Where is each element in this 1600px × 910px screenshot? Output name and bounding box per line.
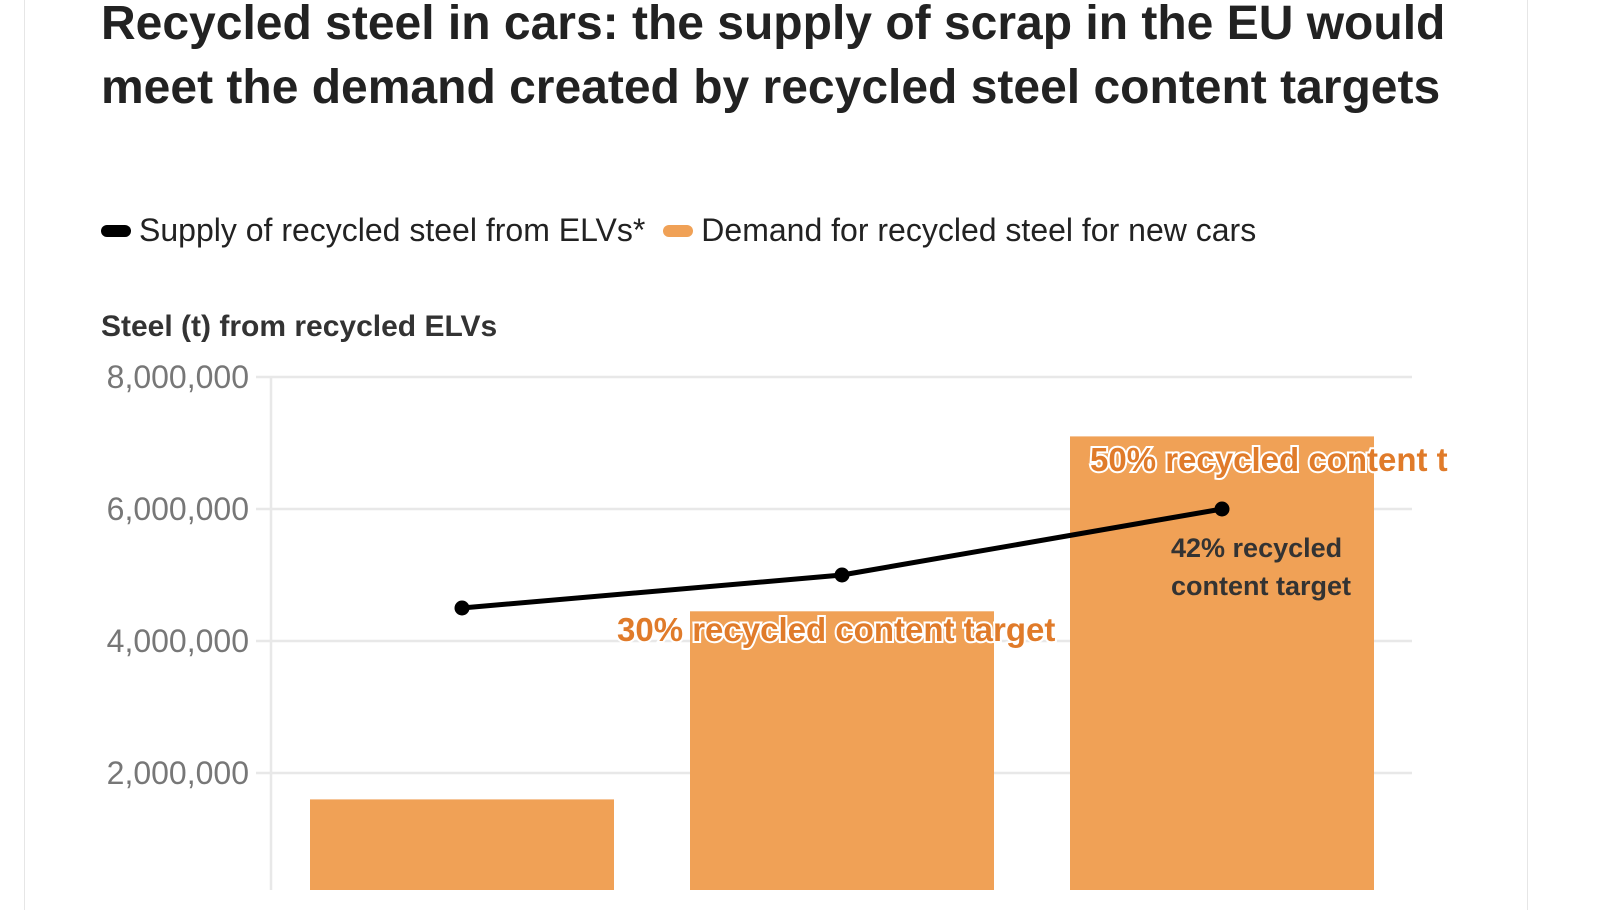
demand-bar: [690, 611, 994, 890]
y-tick-label: 4,000,000: [107, 623, 249, 659]
y-tick-label: 6,000,000: [107, 491, 249, 527]
legend: Supply of recycled steel from ELVs* Dema…: [101, 212, 1274, 249]
legend-label-demand: Demand for recycled steel for new cars: [701, 212, 1257, 248]
annotation-42-percent-line2: content target: [1171, 571, 1351, 601]
supply-point: [1214, 501, 1230, 517]
chart-plot: 8,000,000 6,000,000 4,000,000 2,000,000 30% …: [107, 359, 1450, 890]
annotation-50-percent: 50% recycled content t: [1090, 441, 1448, 478]
y-axis-title: Steel (t) from recycled ELVs: [101, 310, 498, 343]
demand-bar: [310, 799, 614, 890]
legend-label-supply: Supply of recycled steel from ELVs*: [139, 212, 646, 248]
annotation-42-percent-line1: 42% recycled: [1171, 533, 1342, 563]
y-tick-label: 8,000,000: [107, 359, 249, 395]
y-tick-label: 2,000,000: [107, 755, 249, 791]
chart-title: Recycled steel in cars: the supply of sc…: [101, 0, 1446, 114]
legend-swatch-supply: [101, 224, 131, 237]
annotation-30-percent: 30% recycled content target: [617, 611, 1055, 648]
supply-point: [454, 600, 470, 616]
legend-item-supply: Supply of recycled steel from ELVs*: [101, 212, 645, 249]
legend-swatch-demand: [663, 224, 694, 237]
supply-point: [834, 567, 850, 583]
legend-item-demand: Demand for recycled steel for new cars: [663, 212, 1256, 249]
